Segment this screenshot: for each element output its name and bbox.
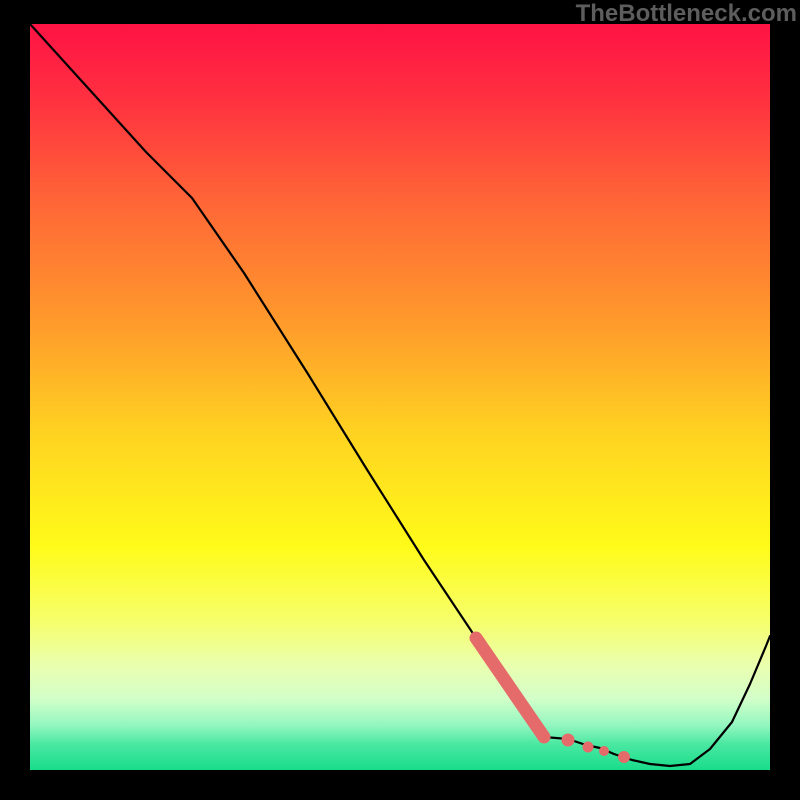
gradient-background — [30, 24, 770, 770]
highlight-dot — [562, 734, 575, 747]
chart-svg — [30, 24, 770, 770]
highlight-dot — [599, 746, 609, 756]
highlight-dot — [618, 751, 630, 763]
outer-frame: TheBottleneck.com — [0, 0, 800, 800]
plot-area — [30, 24, 770, 770]
watermark-text: TheBottleneck.com — [576, 0, 797, 28]
highlight-dot — [583, 742, 594, 753]
